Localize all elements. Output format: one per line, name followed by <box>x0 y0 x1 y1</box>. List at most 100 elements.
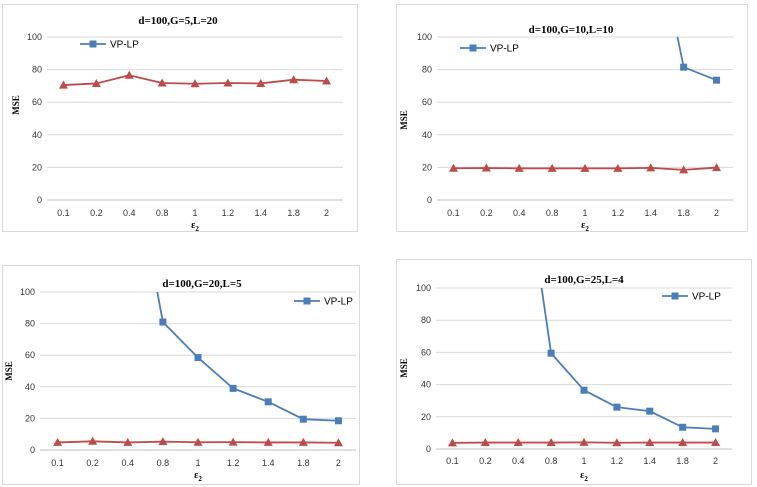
y-tick-label: 0 <box>30 445 35 455</box>
x-tick-label: 1.8 <box>297 458 310 468</box>
x-tick-label: 1 <box>192 208 197 218</box>
y-tick-label: 20 <box>421 412 431 422</box>
data-point-triangle <box>123 437 133 446</box>
y-tick-label: 40 <box>421 380 431 390</box>
data-point-triangle <box>579 437 589 446</box>
plot-area <box>58 70 332 89</box>
data-point-triangle <box>53 437 63 446</box>
chart-frame <box>2 4 358 232</box>
x-tick-label: 1 <box>581 456 586 466</box>
data-point-square <box>547 349 555 357</box>
y-tick-label: 20 <box>422 162 432 172</box>
data-point-triangle <box>612 438 622 447</box>
x-tick-label: 0.1 <box>57 208 70 218</box>
data-point-triangle <box>158 437 168 446</box>
x-tick-label: 2 <box>714 208 719 218</box>
data-point-triangle <box>223 78 233 87</box>
legend-label: VP-LP <box>110 40 139 51</box>
data-point-square <box>194 354 202 362</box>
x-tick-label: 1.2 <box>612 208 625 218</box>
data-point-square <box>613 403 621 411</box>
data-point-triangle <box>645 438 655 447</box>
y-tick-label: 0 <box>426 444 431 454</box>
y-tick-label: 40 <box>25 382 35 392</box>
x-tick-label: 1 <box>582 208 587 218</box>
y-tick-label: 60 <box>32 97 42 107</box>
data-point-triangle <box>711 438 721 447</box>
x-tick-label: 2 <box>713 456 718 466</box>
x-axis-label: ε2 <box>580 470 588 483</box>
data-point-triangle <box>298 437 308 446</box>
chart-svg: 0 20 40 60 80 100 0.1 0.2 0.4 0.8 1 1.2 1.4 1.8 2 MSE ε2… <box>2 265 360 485</box>
legend-label: VP-LP <box>324 297 353 308</box>
data-point-triangle <box>190 79 200 88</box>
data-point-square <box>159 318 167 326</box>
y-tick-label: 100 <box>27 32 42 42</box>
data-point-square <box>580 386 588 394</box>
data-point-square <box>264 398 272 406</box>
data-point-triangle <box>679 165 689 174</box>
data-point-square <box>334 417 342 425</box>
chart-panel-2: 0 20 40 60 80 100 0.1 0.2 0.4 0.8 1 1.2 1.4 1.8 2 MSE ε2… <box>396 4 748 233</box>
y-axis-label: MSE <box>399 358 409 378</box>
chart-title: d=100,G=20,L=5 <box>162 278 242 290</box>
data-point-triangle <box>289 75 299 84</box>
x-tick-label: 2 <box>324 208 329 218</box>
x-tick-label: 1.2 <box>227 458 240 468</box>
y-tick-label: 80 <box>32 65 42 75</box>
y-tick-label: 80 <box>421 315 431 325</box>
chart-title: d=100,G=25,L=4 <box>544 274 624 286</box>
chart-frame <box>2 265 360 485</box>
data-point-triangle <box>263 437 273 446</box>
data-point-triangle <box>256 78 266 87</box>
data-point-triangle <box>547 163 557 172</box>
x-tick-label: 1.2 <box>611 456 624 466</box>
data-point-triangle <box>322 76 332 85</box>
data-point-square <box>646 407 654 415</box>
x-tick-label: 0.2 <box>480 208 493 218</box>
x-tick-label: 1.4 <box>644 456 657 466</box>
y-tick-label: 100 <box>20 287 35 297</box>
data-point-triangle <box>613 163 623 172</box>
x-tick-label: 1.2 <box>222 208 235 218</box>
data-point-triangle <box>678 438 688 447</box>
data-point-triangle <box>124 70 134 79</box>
data-point-square <box>713 76 721 84</box>
y-tick-label: 0 <box>427 195 432 205</box>
chart-svg: 0 20 40 60 80 100 0.1 0.2 0.4 0.8 1 1.2 1.4 1.8 2 MSE ε2… <box>396 4 748 233</box>
chart-panel-1: 0 20 40 60 80 100 0.1 0.2 0.4 0.8 1 1.2 1.4 1.8 2 MSE ε2… <box>2 4 358 233</box>
data-point-triangle <box>157 78 167 87</box>
chart-panel-4: 0 20 40 60 80 100 0.1 0.2 0.4 0.8 1 1.2 1.4 1.8 2 MSE ε2… <box>396 259 752 485</box>
data-point-triangle <box>333 438 343 447</box>
x-tick-label: 0.4 <box>513 208 526 218</box>
y-tick-label: 40 <box>32 130 42 140</box>
data-point-triangle <box>88 436 98 445</box>
x-tick-label: 0.8 <box>157 458 170 468</box>
data-point-triangle <box>193 437 203 446</box>
x-tick-label: 2 <box>336 458 341 468</box>
plot-area <box>53 292 343 447</box>
y-tick-label: 60 <box>421 347 431 357</box>
data-point-triangle <box>646 163 656 172</box>
legend-square-marker <box>89 40 97 48</box>
y-axis-label: MSE <box>399 110 409 130</box>
x-axis-label: ε2 <box>194 470 202 483</box>
x-tick-label: 1.4 <box>645 208 658 218</box>
data-point-triangle <box>228 437 238 446</box>
x-tick-label: 1 <box>195 458 200 468</box>
plot-area <box>448 37 722 174</box>
x-tick-label: 0.1 <box>447 208 460 218</box>
x-tick-label: 0.2 <box>479 456 492 466</box>
legend-square-marker <box>671 292 679 300</box>
data-point-triangle <box>514 163 524 172</box>
data-point-square <box>680 63 688 71</box>
y-axis-label: MSE <box>4 361 14 381</box>
x-tick-label: 0.2 <box>86 458 99 468</box>
data-point-square <box>679 423 687 431</box>
legend-square-marker <box>303 297 311 305</box>
y-tick-label: 40 <box>422 130 432 140</box>
data-point-triangle <box>712 163 722 172</box>
data-point-triangle <box>447 438 457 447</box>
x-axis-label: ε2 <box>191 220 199 233</box>
data-point-triangle <box>580 163 590 172</box>
